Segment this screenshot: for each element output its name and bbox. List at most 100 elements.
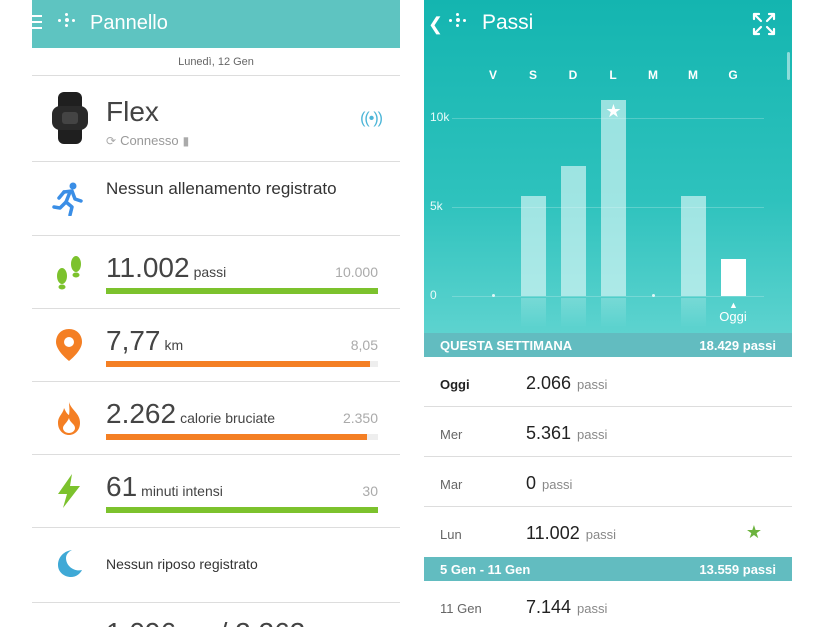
previous-week-band: 5 Gen - 11 Gen 13.559 passi: [424, 557, 792, 581]
day-list: Oggi 2.066 passi Mer 5.361 passi Mar 0 pass…: [424, 357, 792, 557]
calories-row[interactable]: 2.262 calorie bruciate 2.350: [32, 382, 400, 455]
sleep-row[interactable]: Nessun riposo registrato: [32, 528, 400, 603]
footprints-icon: [57, 256, 81, 290]
scrollbar[interactable]: [787, 52, 790, 80]
day-row[interactable]: 11 Gen 7.144 passi: [424, 581, 792, 627]
active-minutes-goal: 30: [362, 483, 378, 499]
flame-icon: [58, 402, 80, 435]
calories-unit: calorie bruciate: [180, 410, 276, 426]
hamburger-menu-icon[interactable]: [32, 15, 42, 31]
today-label: Oggi: [719, 309, 747, 324]
day-steps: 5.361: [526, 423, 572, 443]
this-week-total: 18.429 passi: [699, 337, 776, 353]
chart-bar[interactable]: [561, 166, 586, 296]
chart-bar-reflection: [681, 298, 706, 328]
steps-screen: ❮ Passi 0 5k 10k V S D L ★ M M G ▲ Oggi QUESTA SETTI…: [424, 0, 792, 627]
day-steps: 2.066: [526, 373, 572, 393]
y-axis-tick-label: 5k: [430, 199, 443, 213]
previous-week-label: 5 Gen - 11 Gen: [440, 561, 531, 577]
distance-progress-fill: [106, 361, 370, 367]
chart-gridline: [452, 296, 764, 297]
distance-row[interactable]: 7,77 km 8,05: [32, 309, 400, 382]
fitbit-logo-icon: [57, 13, 76, 27]
chart-bar[interactable]: [601, 100, 626, 296]
workout-row[interactable]: Nessun allenamento registrato: [32, 162, 400, 236]
running-person-icon: [52, 182, 83, 216]
steps-number: 11.002: [106, 252, 190, 283]
day-name: Lun: [440, 527, 462, 542]
calories-number: 2.262: [106, 398, 177, 429]
weekday-label: D: [568, 68, 578, 82]
day-unit: passi: [577, 377, 608, 392]
calories-value: 2.262 calorie bruciate: [106, 398, 275, 430]
dashboard-header: Pannello: [32, 0, 400, 48]
device-row[interactable]: Flex ⟳ Connesso ▮ ((•)): [32, 76, 400, 162]
chart-bar-reflection: [521, 298, 546, 328]
day-value: 0 passi: [526, 473, 572, 494]
chart-bar-reflection: [601, 298, 626, 328]
chart-zero-point: [652, 294, 655, 297]
chart-bar-reflection: [561, 298, 586, 328]
day-row[interactable]: Oggi 2.066 passi: [424, 357, 792, 407]
active-minutes-progress-fill: [106, 507, 378, 513]
this-week-label: QUESTA SETTIMANA: [440, 337, 573, 353]
day-steps: 7.144: [526, 597, 572, 617]
chart-zero-point: [492, 294, 495, 297]
weekday-label: V: [488, 68, 497, 82]
distance-unit: km: [164, 337, 184, 353]
lightning-icon: [58, 474, 80, 508]
back-chevron-icon[interactable]: ❮: [428, 14, 444, 34]
page-title: Passi: [482, 11, 534, 34]
this-week-band: QUESTA SETTIMANA 18.429 passi: [424, 333, 792, 357]
chart-bar[interactable]: [521, 196, 546, 296]
active-minutes-unit: minuti intensi: [141, 483, 223, 499]
distance-goal: 8,05: [350, 337, 378, 353]
expand-fullscreen-icon[interactable]: [752, 12, 776, 36]
location-pin-icon: [56, 329, 82, 361]
active-minutes-number: 61: [106, 471, 138, 502]
fitness-band-icon: [52, 92, 88, 144]
steps-row[interactable]: 11.002 passi 10.000: [32, 236, 400, 309]
calories-progress-fill: [106, 434, 368, 440]
sleep-status-text: Nessun riposo registrato: [106, 556, 258, 572]
chart-bar[interactable]: [721, 259, 746, 296]
y-axis-tick-label: 10k: [430, 110, 450, 124]
day-value: 7.144 passi: [526, 597, 607, 618]
date-label: Lunedì, 12 Gen: [32, 48, 400, 76]
day-row[interactable]: Mar 0 passi: [424, 457, 792, 507]
calories-progress-bar: [106, 434, 378, 440]
distance-value: 7,77 km: [106, 325, 183, 357]
wireless-signal-icon: ((•)): [360, 110, 383, 127]
day-row[interactable]: Mer 5.361 passi: [424, 407, 792, 457]
device-name: Flex: [106, 96, 159, 127]
page-title: Pannello: [90, 12, 168, 34]
moon-icon: [58, 550, 82, 577]
steps-progress-bar: [106, 288, 378, 294]
weekday-label: G: [728, 68, 738, 82]
goal-star-icon: ★: [745, 522, 762, 542]
y-axis-tick-label: 0: [430, 288, 437, 302]
active-minutes-row[interactable]: 61 minuti intensi 30: [32, 455, 400, 528]
sync-icon: ⟳: [106, 133, 117, 148]
day-name: 11 Gen: [440, 601, 482, 616]
day-value: 5.361 passi: [526, 423, 607, 444]
day-unit: passi: [577, 601, 608, 616]
metrics-list: 11.002 passi 10.000 7,77 km 8,05 2.262 calo…: [32, 236, 400, 528]
steps-value: 11.002 passi: [106, 252, 226, 284]
active-minutes-value: 61 minuti intensi: [106, 471, 223, 503]
connection-status: Connesso: [120, 133, 179, 148]
day-steps: 11.002: [526, 523, 580, 543]
goal-star-icon: ★: [605, 101, 622, 122]
day-name: Mar: [440, 477, 463, 492]
chart-bar[interactable]: [681, 196, 706, 296]
day-unit: passi: [585, 527, 617, 542]
calories-goal: 2.350: [342, 410, 378, 426]
steps-unit: passi: [193, 264, 227, 280]
day-steps: 0: [526, 473, 537, 493]
day-value: 2.066 passi: [526, 373, 607, 394]
battery-icon: ▮: [182, 133, 190, 148]
day-row[interactable]: Lun 11.002 passi ★: [424, 507, 792, 557]
day-value: 11.002 passi: [526, 523, 616, 544]
steps-chart-header: ❮ Passi 0 5k 10k V S D L ★ M M G ▲ Oggi: [424, 0, 792, 333]
partial-metric-row[interactable]: 1.096 … / 2.262: [32, 603, 400, 627]
